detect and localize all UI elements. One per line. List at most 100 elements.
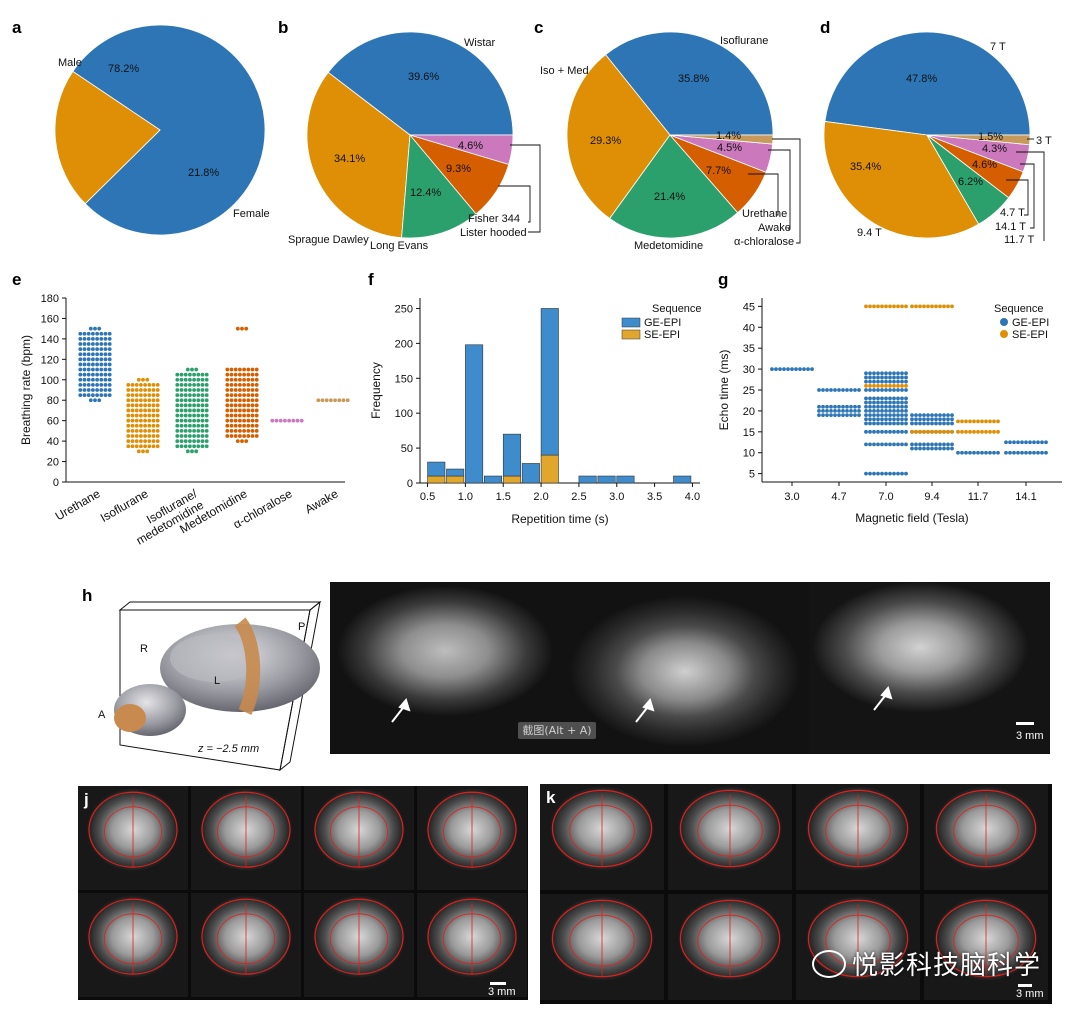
data-point — [910, 446, 914, 451]
data-point — [896, 375, 900, 380]
slice-depth-label: z = −2.5 mm — [197, 743, 259, 755]
data-point — [130, 403, 135, 408]
data-point — [183, 377, 188, 382]
data-point — [884, 371, 888, 376]
data-point — [1032, 440, 1036, 445]
data-point — [190, 367, 194, 372]
panel-letter-d: d — [820, 18, 831, 37]
x-tick-label: 3.0 — [609, 491, 624, 503]
data-point — [880, 388, 884, 392]
registration-tile — [924, 784, 1048, 890]
data-point — [242, 388, 247, 392]
data-point — [192, 439, 197, 444]
data-point — [930, 304, 934, 309]
data-point — [876, 388, 880, 392]
data-point — [833, 404, 837, 409]
data-point — [179, 377, 184, 382]
data-point — [904, 371, 908, 376]
data-point — [872, 417, 876, 422]
data-point — [190, 449, 194, 454]
data-point — [95, 372, 99, 377]
data-point — [880, 413, 884, 417]
data-point — [99, 393, 104, 398]
data-point — [225, 372, 230, 377]
data-point — [130, 398, 135, 403]
data-point — [864, 375, 868, 380]
data-point — [78, 393, 83, 398]
data-point — [82, 352, 87, 357]
data-point — [233, 423, 238, 428]
data-point — [904, 429, 908, 434]
data-point — [188, 439, 192, 444]
data-point — [884, 429, 888, 434]
data-point — [103, 362, 108, 367]
data-point — [183, 403, 188, 408]
data-point — [821, 404, 825, 409]
data-point — [78, 388, 83, 392]
data-point — [946, 429, 950, 434]
data-point — [996, 450, 1000, 455]
data-point — [179, 372, 184, 377]
panel-letter-a: a — [12, 18, 22, 37]
data-point — [934, 421, 938, 426]
pie-slice-percent: 4.5% — [717, 142, 742, 154]
data-point — [900, 379, 904, 384]
data-point — [229, 367, 234, 372]
screenshot-tooltip: 截图(Alt + A) — [518, 722, 596, 739]
bar-ge-epi — [597, 475, 616, 484]
data-point — [204, 439, 209, 444]
data-point — [938, 421, 942, 426]
data-point — [942, 421, 946, 426]
data-point — [229, 408, 234, 413]
data-point — [95, 352, 99, 357]
y-tick-label: 45 — [743, 301, 755, 313]
data-point — [238, 388, 242, 392]
registration-tile — [304, 893, 414, 997]
data-point — [845, 409, 849, 413]
data-point — [242, 403, 247, 408]
data-point — [853, 409, 857, 413]
data-point — [829, 404, 833, 409]
data-point — [82, 382, 87, 387]
data-point — [864, 442, 868, 447]
data-point — [888, 379, 892, 384]
data-point — [151, 408, 156, 413]
data-point — [147, 413, 152, 418]
data-point — [922, 413, 926, 417]
data-point — [798, 367, 802, 371]
pie-slice — [609, 134, 739, 239]
data-point — [250, 434, 255, 438]
pie-chart-strain: Wistar 39.6% Sprague Dawley 34.1% Long Evans… — [288, 31, 527, 252]
data-point — [229, 393, 234, 398]
data-point — [86, 367, 91, 372]
data-point — [78, 357, 83, 362]
data-point — [896, 421, 900, 426]
data-point — [147, 444, 152, 449]
data-point — [833, 409, 837, 413]
data-point — [225, 393, 230, 398]
data-point — [188, 372, 192, 377]
data-point — [91, 336, 95, 341]
data-point — [996, 419, 1000, 424]
pie-slice-percent: 1.4% — [716, 130, 741, 142]
data-point — [242, 418, 247, 423]
data-point — [78, 367, 83, 372]
data-point — [242, 408, 247, 413]
data-point — [864, 471, 868, 476]
data-point — [254, 428, 259, 433]
pie-slice — [566, 54, 671, 220]
pie-slice — [669, 134, 774, 145]
data-point — [904, 383, 908, 388]
data-point — [151, 382, 156, 387]
data-point — [950, 442, 954, 447]
pie-slice-percent: 29.3% — [590, 135, 621, 147]
data-point — [829, 409, 833, 413]
data-point — [876, 371, 880, 376]
data-point — [175, 439, 180, 444]
data-point — [99, 382, 104, 387]
data-point — [200, 377, 205, 382]
data-point — [942, 304, 946, 309]
data-point — [817, 388, 821, 392]
data-point — [155, 398, 160, 403]
data-point — [126, 393, 131, 398]
